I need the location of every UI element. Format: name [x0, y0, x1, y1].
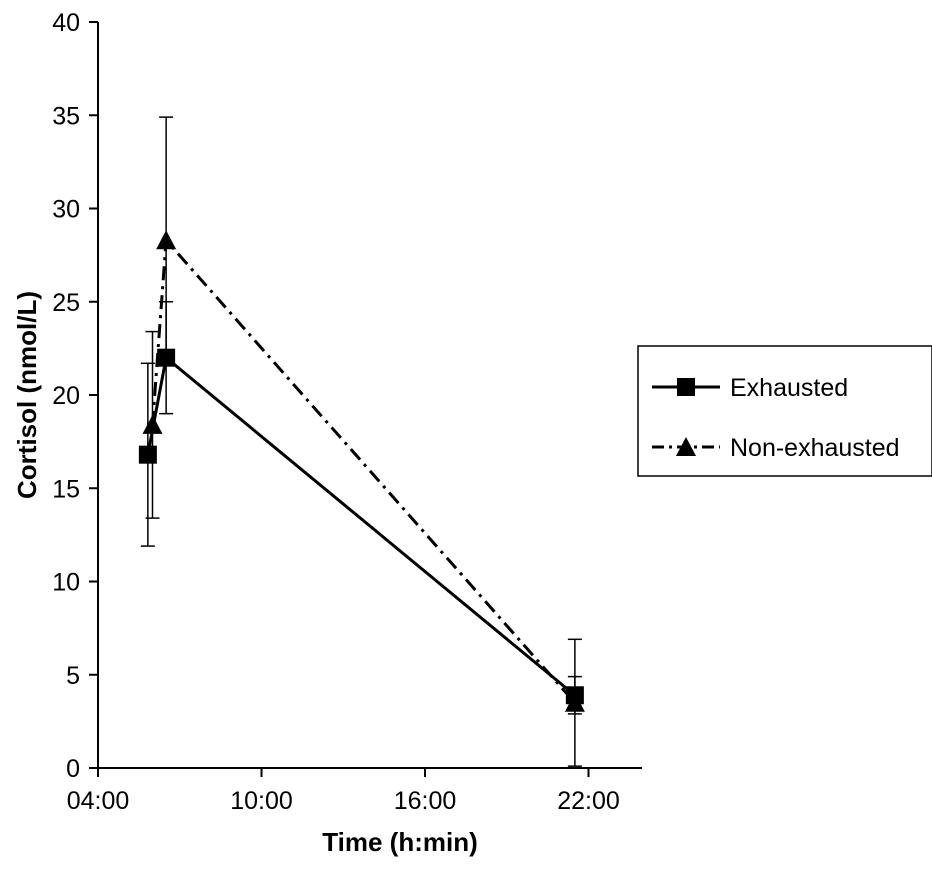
- y-tick-label: 0: [66, 755, 80, 783]
- x-tick-label: 10:00: [230, 787, 293, 815]
- series-lines: [146, 236, 576, 704]
- y-tick-label: 40: [52, 9, 80, 37]
- data-point-non-exhausted: [142, 414, 163, 434]
- series-line-non-exhausted: [151, 236, 576, 704]
- legend-item-exhausted: Exhausted: [652, 374, 848, 402]
- y-tick-label: 10: [52, 569, 80, 597]
- x-tick-label: 22:00: [557, 787, 620, 815]
- y-ticks: 0 5 10 15 20 25 30 35 40: [52, 9, 98, 783]
- y-tick-label: 5: [66, 662, 80, 690]
- y-tick-label: 20: [52, 382, 80, 410]
- legend-item-non-exhausted: Non-exhausted: [652, 434, 900, 462]
- legend-marker-square: [677, 378, 695, 396]
- series-markers: [138, 230, 585, 712]
- x-ticks: 04:00 10:00 16:00 22:00: [67, 768, 620, 815]
- legend-marker-triangle: [676, 437, 696, 456]
- data-point-non-exhausted: [564, 692, 585, 712]
- error-bars: [140, 116, 582, 767]
- data-point-exhausted: [138, 445, 157, 464]
- y-tick-label: 35: [52, 102, 80, 130]
- legend: Exhausted Non-exhausted: [637, 345, 932, 477]
- y-axis-title: Cortisol (nmol/L): [12, 291, 42, 499]
- axes: [97, 22, 642, 769]
- y-tick-label: 25: [52, 289, 80, 317]
- legend-label-exhausted: Exhausted: [730, 374, 848, 402]
- x-axis-title: Time (h:min): [322, 827, 478, 857]
- data-point-exhausted: [157, 348, 176, 367]
- data-point-non-exhausted: [156, 230, 177, 250]
- series-line-exhausted: [146, 354, 576, 697]
- legend-label-non-exhausted: Non-exhausted: [730, 434, 900, 462]
- y-tick-label: 15: [52, 475, 80, 503]
- x-tick-label: 04:00: [67, 787, 130, 815]
- x-tick-label: 16:00: [394, 787, 457, 815]
- y-tick-label: 30: [52, 196, 80, 224]
